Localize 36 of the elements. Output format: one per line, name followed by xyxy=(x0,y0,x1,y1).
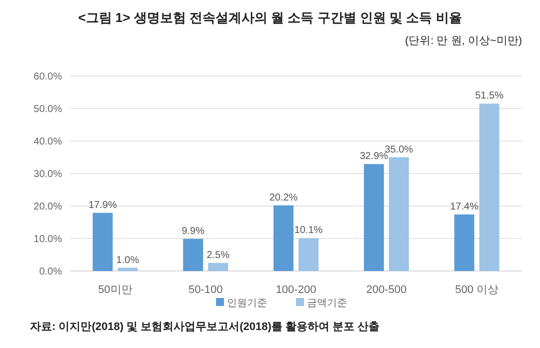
chart-subtitle: (단위: 만 원, 이상~미만) xyxy=(404,35,522,47)
bar xyxy=(208,262,228,271)
data-label: 17.9% xyxy=(88,200,117,211)
y-tick-label: 30.0% xyxy=(34,169,62,180)
bar xyxy=(364,164,384,271)
legend-label: 금액기준 xyxy=(307,298,347,309)
bar xyxy=(92,212,113,271)
bar xyxy=(118,268,138,271)
data-label: 9.9% xyxy=(182,226,205,237)
chart-title: <그림 1> 생명보험 전속설계사의 월 소득 구간별 인원 및 소득 비율 xyxy=(78,10,462,25)
legend-label: 인원기준 xyxy=(227,298,267,309)
x-tick-label: 50미만 xyxy=(98,284,132,296)
bar xyxy=(479,104,500,271)
text: 자료: 이지만(2018) 및 보험회사업무보고서(2018)를 활용하여 분포 산출 xyxy=(30,321,380,333)
y-tick-label: 40.0% xyxy=(34,136,62,148)
y-tick-label: 0.0% xyxy=(39,266,62,278)
data-label: 10.1% xyxy=(294,225,323,236)
bar xyxy=(388,157,409,271)
y-tick-label: 10.0% xyxy=(34,234,62,245)
bar xyxy=(183,238,204,271)
x-tick-label: 200-500 xyxy=(366,284,407,296)
y-tick-label: 60.0% xyxy=(34,72,62,82)
bar xyxy=(298,238,318,271)
data-label: 2.5% xyxy=(206,250,230,261)
x-tick-label: 50-100 xyxy=(188,284,223,296)
x-tick-label: 500 이상 xyxy=(455,284,499,296)
bar xyxy=(274,205,294,271)
y-tick-label: 20.0% xyxy=(34,202,62,212)
data-label: 1.0% xyxy=(116,254,140,266)
data-label: 17.4% xyxy=(450,201,479,212)
data-label: 32.9% xyxy=(360,151,388,162)
data-label: 51.5% xyxy=(475,90,504,102)
x-tick-label: 100-200 xyxy=(276,284,316,296)
bar xyxy=(454,214,474,271)
y-tick-label: 50.0% xyxy=(34,104,62,115)
data-label: 20.2% xyxy=(269,192,298,204)
